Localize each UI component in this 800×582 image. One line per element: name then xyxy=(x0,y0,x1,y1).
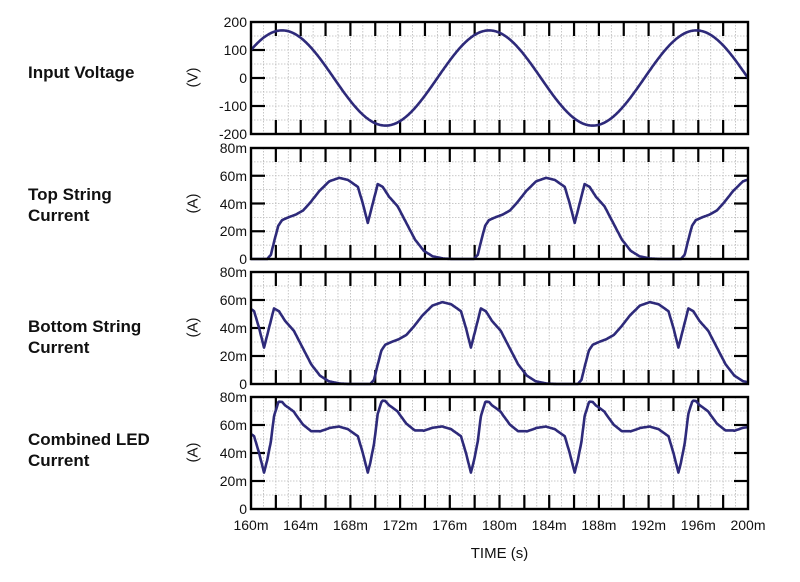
panel-label: Bottom String Current xyxy=(28,317,142,357)
x-tick-label: 172m xyxy=(382,517,418,533)
x-tick-label: 200m xyxy=(730,517,766,533)
y-tick-label: 20m xyxy=(219,473,247,489)
plot-frame xyxy=(249,20,750,136)
x-axis-title: TIME (s) xyxy=(470,545,529,562)
plot-frame xyxy=(249,146,750,261)
x-tick-label: 184m xyxy=(531,517,567,533)
panel-3 xyxy=(249,270,750,386)
y-tick-label: 0 xyxy=(239,70,247,86)
panel-4 xyxy=(249,395,750,511)
x-tick-label: 168m xyxy=(332,517,368,533)
plot-frame xyxy=(249,395,750,511)
y-tick-label: 0 xyxy=(239,376,247,392)
y-tick-label: 20m xyxy=(219,223,247,240)
y-tick-label: 40m xyxy=(219,445,247,461)
y-tick-label: -200 xyxy=(218,126,247,142)
series-line xyxy=(250,300,749,386)
series-line xyxy=(250,399,749,474)
panel-1 xyxy=(249,20,750,136)
y-tick-label: -100 xyxy=(218,98,247,114)
panel-2 xyxy=(249,146,750,261)
y-tick-label: 80m xyxy=(219,140,247,156)
y-tick-label: 60m xyxy=(219,417,247,433)
x-tick-label: 188m xyxy=(581,517,617,533)
y-tick-label: 200 xyxy=(223,14,247,30)
y-tick-label: 80m xyxy=(219,264,247,280)
y-tick-label: 0 xyxy=(239,501,247,517)
panel-label: Input Voltage xyxy=(28,63,135,82)
x-tick-label: 176m xyxy=(432,517,468,533)
y-tick-label: 40m xyxy=(219,320,247,336)
y-tick-label: 100 xyxy=(223,42,247,58)
x-tick-label: 192m xyxy=(631,517,667,533)
y-tick-label: 0 xyxy=(239,251,247,267)
series-line xyxy=(250,29,750,127)
y-tick-label: 60m xyxy=(219,167,247,184)
y-tick-label: 20m xyxy=(219,348,247,364)
panel-label: Top String Current xyxy=(28,185,112,225)
x-tick-label: 160m xyxy=(233,517,269,533)
x-tick-label: 180m xyxy=(481,517,518,533)
x-tick-label: 196m xyxy=(680,517,716,533)
y-tick-label: 80m xyxy=(219,389,247,405)
panel-label: Combined LED Current xyxy=(28,430,150,470)
plot-frame xyxy=(249,270,750,386)
y-tick-label: 40m xyxy=(219,195,247,212)
x-tick-label: 164m xyxy=(283,517,319,533)
y-tick-label: 60m xyxy=(219,292,247,308)
